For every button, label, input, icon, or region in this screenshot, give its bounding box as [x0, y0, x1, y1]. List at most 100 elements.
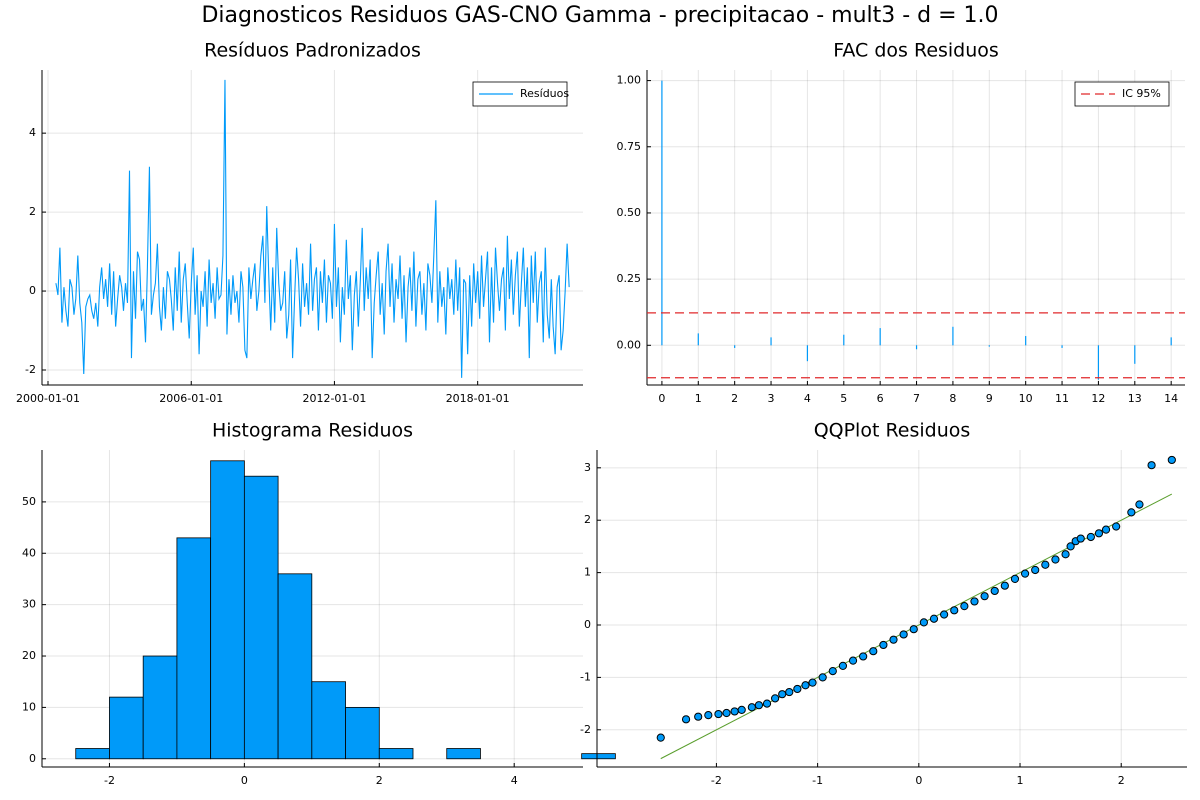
y-tick-label: 1.00 — [617, 74, 642, 87]
y-tick-label: 0 — [584, 618, 591, 631]
point — [1020, 569, 1030, 578]
x-tick-label: 11 — [1055, 392, 1069, 405]
x-tick-label: 3 — [768, 392, 775, 405]
point — [919, 618, 928, 627]
point — [801, 681, 810, 690]
point — [1094, 529, 1104, 538]
histogram-bar — [277, 573, 313, 760]
point — [785, 687, 794, 697]
x-tick-label: 14 — [1164, 392, 1178, 405]
y-tick-label: -2 — [25, 363, 36, 376]
histogram-bar — [446, 748, 481, 760]
y-tick-label: 0.50 — [617, 206, 642, 219]
y-tick-label: 50 — [22, 495, 36, 508]
y-tick-label: 30 — [22, 598, 36, 611]
point — [704, 711, 713, 720]
point — [909, 625, 918, 634]
point — [1112, 522, 1121, 531]
legend-label: Resíduos — [520, 87, 569, 100]
y-tick-label: -2 — [580, 723, 591, 736]
point — [838, 661, 848, 670]
point — [793, 684, 802, 694]
point — [828, 667, 837, 676]
point — [681, 715, 691, 724]
histogram-bar — [142, 655, 178, 760]
point — [970, 597, 979, 606]
y-tick-label: 2 — [29, 205, 36, 218]
y-tick-label: 40 — [22, 546, 36, 559]
histogram-bar — [243, 475, 279, 760]
x-tick-label: -1 — [812, 774, 823, 787]
x-tick-label: 4 — [804, 392, 811, 405]
figure-title: Diagnosticos Residuos GAS-CNO Gamma - pr… — [201, 3, 998, 28]
point — [889, 635, 898, 644]
point — [879, 640, 888, 650]
point — [1147, 461, 1156, 470]
point — [808, 678, 817, 687]
point — [1135, 500, 1144, 509]
point — [730, 707, 739, 716]
point — [771, 694, 780, 703]
point — [656, 733, 665, 742]
x-tick-label: 2000-01-01 — [16, 392, 80, 405]
point — [859, 652, 868, 661]
y-tick-label: 20 — [22, 649, 36, 662]
x-tick-label: 0 — [241, 774, 248, 787]
x-tick-label: 5 — [840, 392, 847, 405]
y-tick-label: 0.75 — [617, 140, 642, 153]
point — [737, 705, 746, 714]
point — [747, 703, 756, 712]
point — [1051, 555, 1060, 564]
point — [762, 699, 772, 708]
y-tick-label: 1 — [584, 566, 591, 579]
point — [1061, 550, 1070, 559]
legend-box — [1074, 81, 1170, 107]
y-tick-label: 4 — [29, 126, 36, 139]
point — [1031, 565, 1040, 575]
histogram-bar — [109, 696, 144, 760]
y-tick-label: -1 — [580, 670, 591, 683]
point — [899, 630, 908, 639]
x-tick-label: 2018-01-01 — [446, 392, 510, 405]
point — [990, 586, 999, 596]
x-tick-label: 9 — [986, 392, 993, 405]
y-tick-label: 0.25 — [617, 272, 642, 285]
histogram-bar — [176, 537, 212, 760]
chart-title: Histograma Residuos — [212, 420, 413, 442]
y-tick-label: 0.00 — [617, 338, 642, 351]
point — [694, 712, 703, 721]
chart-title: FAC dos Residuos — [833, 40, 999, 62]
x-tick-label: 2012-01-01 — [302, 392, 366, 405]
histogram-bar — [210, 460, 245, 760]
histogram-bar — [345, 707, 380, 760]
point — [818, 673, 827, 682]
histogram-bar — [581, 753, 616, 760]
x-tick-label: 7 — [913, 392, 920, 405]
x-tick-label: 6 — [877, 392, 884, 405]
x-tick-label: 2 — [731, 392, 738, 405]
x-tick-label: 8 — [949, 392, 956, 405]
chart-title: Resíduos Padronizados — [204, 40, 421, 62]
legend-box — [472, 81, 568, 107]
point — [754, 701, 764, 710]
line-series — [55, 79, 570, 378]
x-tick-label: 4 — [511, 774, 518, 787]
point — [722, 708, 731, 718]
point — [960, 602, 969, 611]
chart-title: QQPlot Residuos — [814, 420, 971, 442]
x-tick-label: 1 — [695, 392, 702, 405]
point — [1167, 455, 1176, 465]
point — [1086, 532, 1095, 542]
y-tick-label: 0 — [29, 284, 36, 297]
y-tick-label: 10 — [22, 700, 36, 713]
x-tick-label: 13 — [1128, 392, 1142, 405]
point — [1076, 534, 1085, 543]
x-tick-label: 12 — [1091, 392, 1105, 405]
point — [1066, 542, 1075, 551]
point — [1000, 581, 1009, 590]
point — [1010, 574, 1020, 583]
x-tick-label: 0 — [915, 774, 922, 787]
point — [980, 592, 989, 601]
x-tick-label: 2 — [1118, 774, 1125, 787]
